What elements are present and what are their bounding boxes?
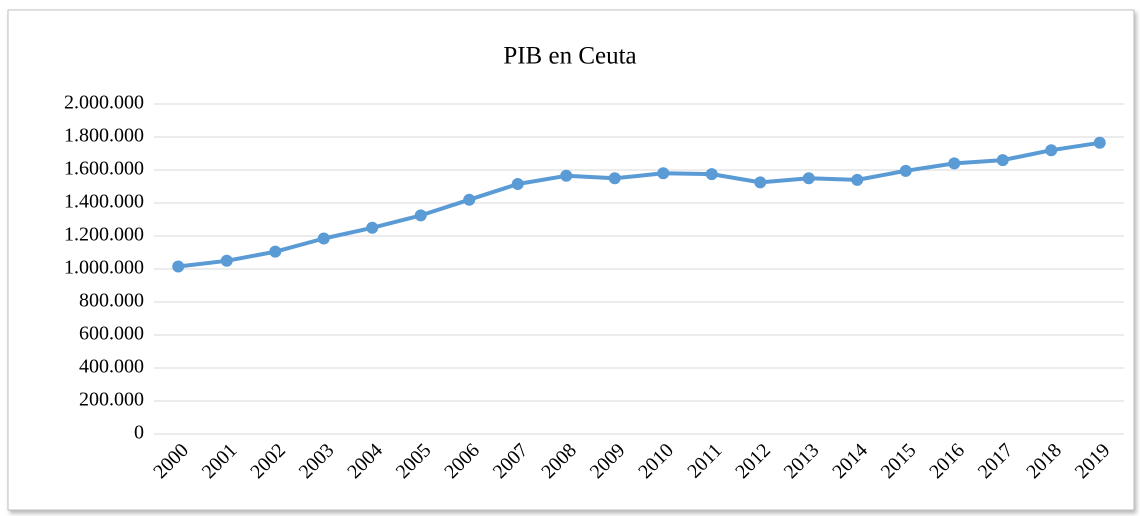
data-point [705, 168, 718, 181]
data-point [996, 154, 1009, 167]
y-tick-label: 1.600.000 [64, 158, 144, 180]
y-tick-label: 2.000.000 [64, 92, 144, 114]
chart-frame [7, 9, 1135, 511]
data-line [178, 140, 1101, 269]
y-tick-label: 400.000 [79, 356, 144, 378]
data-point [1045, 144, 1058, 157]
data-point [802, 172, 815, 185]
y-tick-label: 0 [134, 422, 144, 444]
y-tick-label: 1.800.000 [64, 125, 144, 147]
data-point [754, 176, 767, 189]
data-point [366, 221, 379, 234]
data-point [511, 178, 524, 191]
y-tick-label: 800.000 [79, 290, 144, 312]
data-point [608, 172, 621, 185]
data-point [317, 232, 330, 245]
chart-title: PIB en Ceuta [503, 43, 636, 70]
data-point [220, 254, 233, 267]
data-point [899, 164, 912, 177]
data-point [657, 167, 670, 180]
data-point [269, 245, 282, 258]
y-tick-label: 200.000 [79, 389, 144, 411]
y-tick-label: 600.000 [79, 323, 144, 345]
data-point [414, 209, 427, 222]
data-point [1093, 136, 1106, 149]
data-point [560, 169, 573, 182]
data-point [172, 260, 185, 273]
y-tick-label: 1.400.000 [64, 191, 144, 213]
data-point [463, 193, 476, 206]
y-tick-label: 1.000.000 [64, 257, 144, 279]
y-tick-label: 1.200.000 [64, 224, 144, 246]
data-point [851, 173, 864, 186]
data-point [948, 157, 961, 170]
